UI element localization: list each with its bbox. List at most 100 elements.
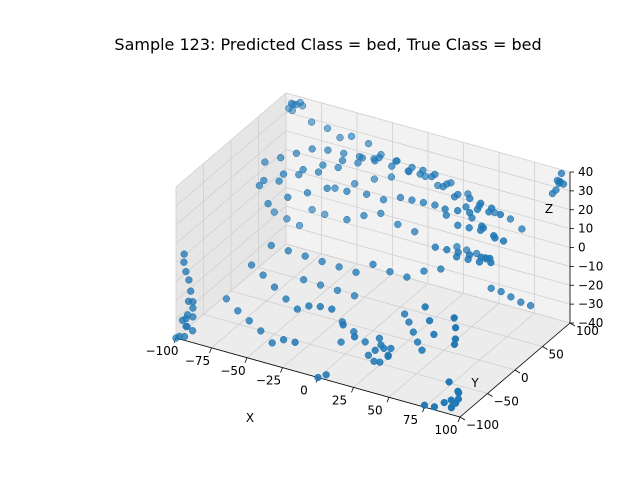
data-point [427,172,436,181]
data-point [475,202,483,210]
z-grid-line [175,168,571,263]
x-tick-label: 50 [367,403,382,417]
data-point [295,221,304,230]
data-point [557,169,566,178]
y-tick-mark [514,369,521,374]
data-point [303,189,312,197]
x-tick-mark [280,367,283,373]
data-point [497,287,505,296]
data-point [362,190,371,198]
data-point [360,211,368,220]
data-point [322,371,330,379]
data-point [182,322,190,331]
data-point [518,225,526,233]
x-tick-mark [351,387,354,393]
data-point [386,268,394,276]
x-tick-label: −100 [146,344,179,358]
data-point [343,187,351,195]
z-tick-label: 10 [578,222,593,236]
data-point [331,184,339,192]
data-point [380,344,388,352]
data-point [172,334,180,342]
data-point [464,255,472,264]
data-point [430,330,438,339]
data-point [189,304,197,312]
data-point [425,317,434,325]
z-grid-line [175,243,571,339]
data-point [396,193,405,202]
data-point [261,158,269,166]
data-point [267,241,275,250]
z-tick-label: −30 [578,297,603,311]
z-grid-line [175,186,571,282]
data-point [445,378,453,386]
data-point [472,249,481,258]
data-point [335,263,343,271]
data-point [419,198,428,207]
data-point [350,328,358,336]
data-point [517,298,525,306]
x-tick-mark [457,416,461,423]
z-grid-line [175,224,571,320]
data-point [468,214,476,222]
chart-title: Sample 123: Predicted Class = bed, True … [114,35,541,54]
data-point [506,215,515,223]
data-point [420,267,428,275]
y-tick-mark [569,322,576,327]
data-point [333,286,342,295]
data-point [307,118,316,126]
data-point [526,301,535,310]
data-point [450,340,459,349]
z-grid-line [175,130,571,226]
data-point [409,328,417,336]
data-point [420,401,429,409]
x-tick-label: −75 [185,354,210,368]
data-point [361,338,369,346]
data-point [185,276,193,284]
data-point [364,351,373,359]
data-point [450,314,458,322]
data-point [455,389,463,397]
y-tick-label: 50 [549,348,564,362]
z-tick-label: −10 [578,259,603,273]
data-point [405,318,413,326]
data-point [299,276,308,284]
data-point [305,302,313,310]
y-tick-mark [459,416,466,421]
data-point [308,205,316,214]
data-point [490,208,499,217]
data-point [354,159,362,167]
data-point [291,338,299,346]
data-point [393,157,401,165]
data-point [482,255,491,263]
data-point [184,297,193,305]
data-points [172,98,568,412]
data-point [270,208,278,216]
data-point [442,211,450,219]
data-point [337,338,345,346]
data-point [371,346,379,354]
z-tick-label: −40 [578,316,603,330]
data-point [279,336,288,344]
data-point [404,167,412,175]
data-point [379,196,388,204]
x-tick-label: −25 [256,374,281,388]
data-point [479,224,488,232]
x-tick-label: 25 [332,393,347,407]
x-axis-label: X [246,411,254,425]
data-point [421,172,429,181]
data-point [364,139,373,148]
data-point [437,265,445,273]
data-point [387,344,395,353]
data-point [370,357,378,365]
data-point [260,176,268,185]
data-point [418,346,426,354]
data-point [499,237,508,245]
data-point [462,203,470,211]
data-point [375,334,384,342]
data-point [292,149,301,157]
data-point [443,246,451,254]
data-point [388,162,396,170]
data-point [301,252,309,260]
